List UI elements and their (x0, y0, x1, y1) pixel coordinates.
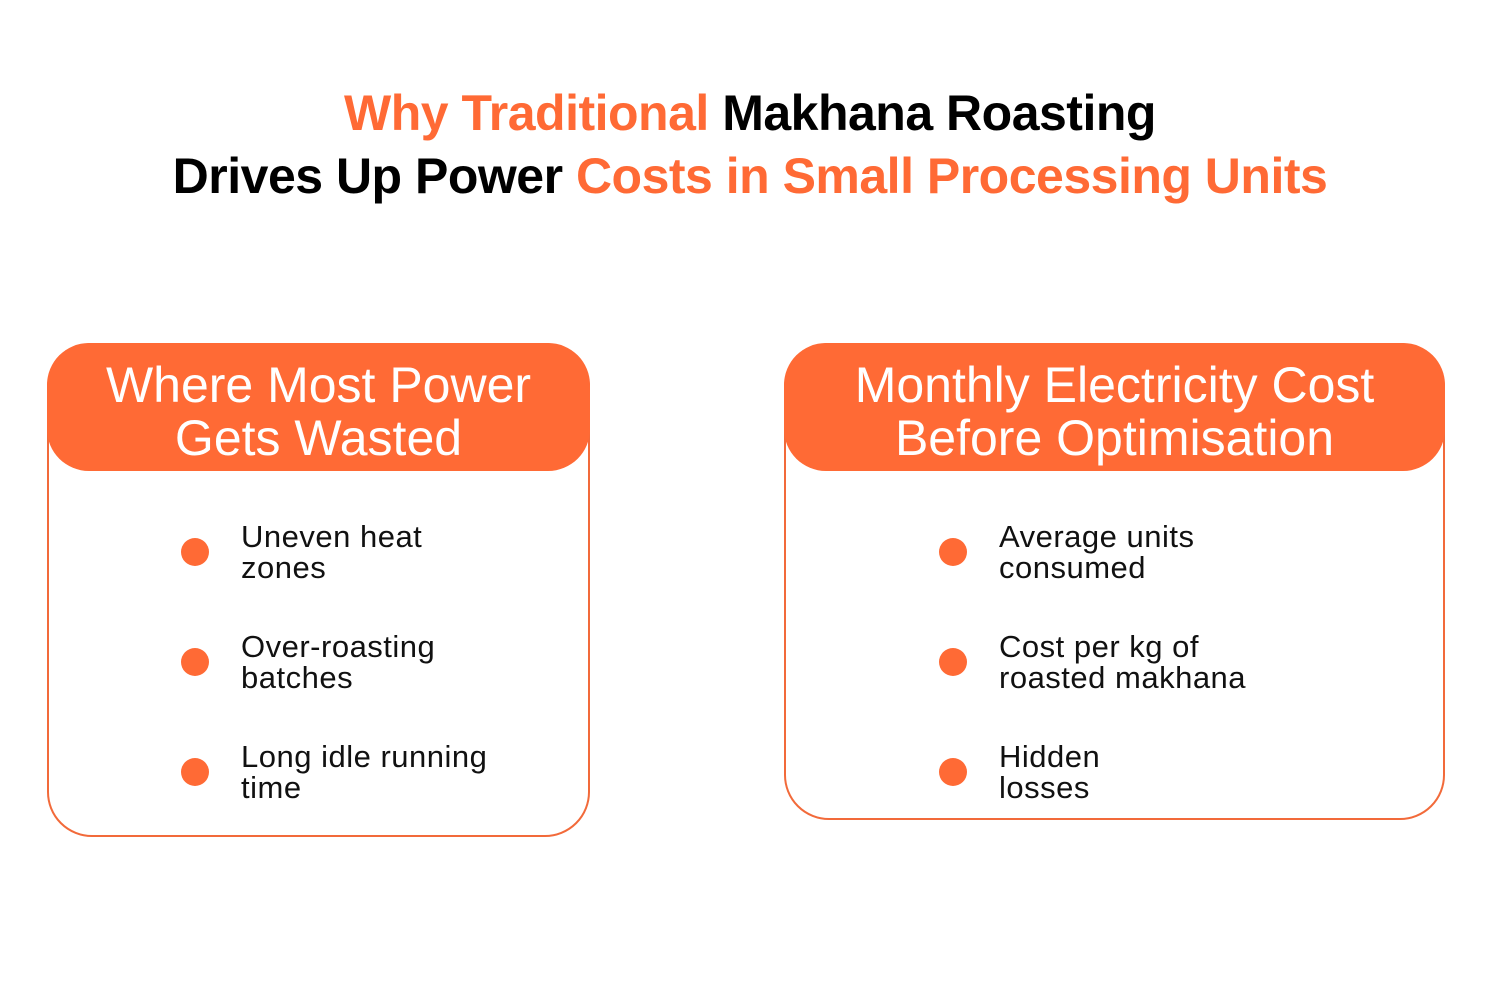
card-heading-line: Gets Wasted (174, 410, 463, 466)
item-text: Long idle running (241, 739, 488, 774)
item-text: Hidden (999, 739, 1101, 774)
item-text: Average units (999, 519, 1195, 554)
card-heading-line: Before Optimisation (894, 410, 1335, 466)
bullet-dot-icon (939, 648, 967, 676)
item-text: losses (999, 770, 1090, 805)
bullet-dot-icon (939, 758, 967, 786)
item-text: Over-roasting (241, 629, 436, 664)
title-line-2: Drives Up Power Costs in Small Processin… (0, 145, 1500, 208)
title-plain: Drives Up Power (172, 148, 576, 204)
list-item: Long idle running time (181, 741, 487, 803)
electricity-cost-card: Monthly Electricity Cost Before Optimisa… (784, 343, 1445, 820)
list-item: Uneven heat zones (181, 521, 422, 583)
item-text: zones (241, 550, 327, 585)
title-accent: Why Traditional (344, 85, 723, 141)
bullet-dot-icon (939, 538, 967, 566)
item-text: roasted makhana (999, 660, 1247, 695)
bullet-dot-icon (181, 758, 209, 786)
item-text: Cost per kg of (999, 629, 1199, 664)
card-heading-line: Monthly Electricity Cost (854, 357, 1375, 413)
card-heading-line: Where Most Power (105, 357, 532, 413)
power-waste-card: Where Most Power Gets Wasted Uneven heat… (47, 343, 590, 837)
list-item: Cost per kg of roasted makhana (939, 631, 1246, 693)
list-item: Hidden losses (939, 741, 1100, 803)
bullet-dot-icon (181, 538, 209, 566)
title-plain: Makhana Roasting (722, 85, 1156, 141)
bullet-dot-icon (181, 648, 209, 676)
item-text: Uneven heat (241, 519, 423, 554)
item-text: time (241, 770, 302, 805)
title-accent: Costs in Small Processing Units (575, 148, 1328, 204)
card-heading: Monthly Electricity Cost Before Optimisa… (784, 343, 1445, 471)
item-text: consumed (999, 550, 1147, 585)
title-line-1: Why Traditional Makhana Roasting (0, 82, 1500, 145)
item-text: batches (241, 660, 354, 695)
card-heading: Where Most Power Gets Wasted (47, 343, 590, 471)
page-title: Why Traditional Makhana Roasting Drives … (0, 82, 1500, 208)
list-item: Over-roasting batches (181, 631, 435, 693)
list-item: Average units consumed (939, 521, 1195, 583)
